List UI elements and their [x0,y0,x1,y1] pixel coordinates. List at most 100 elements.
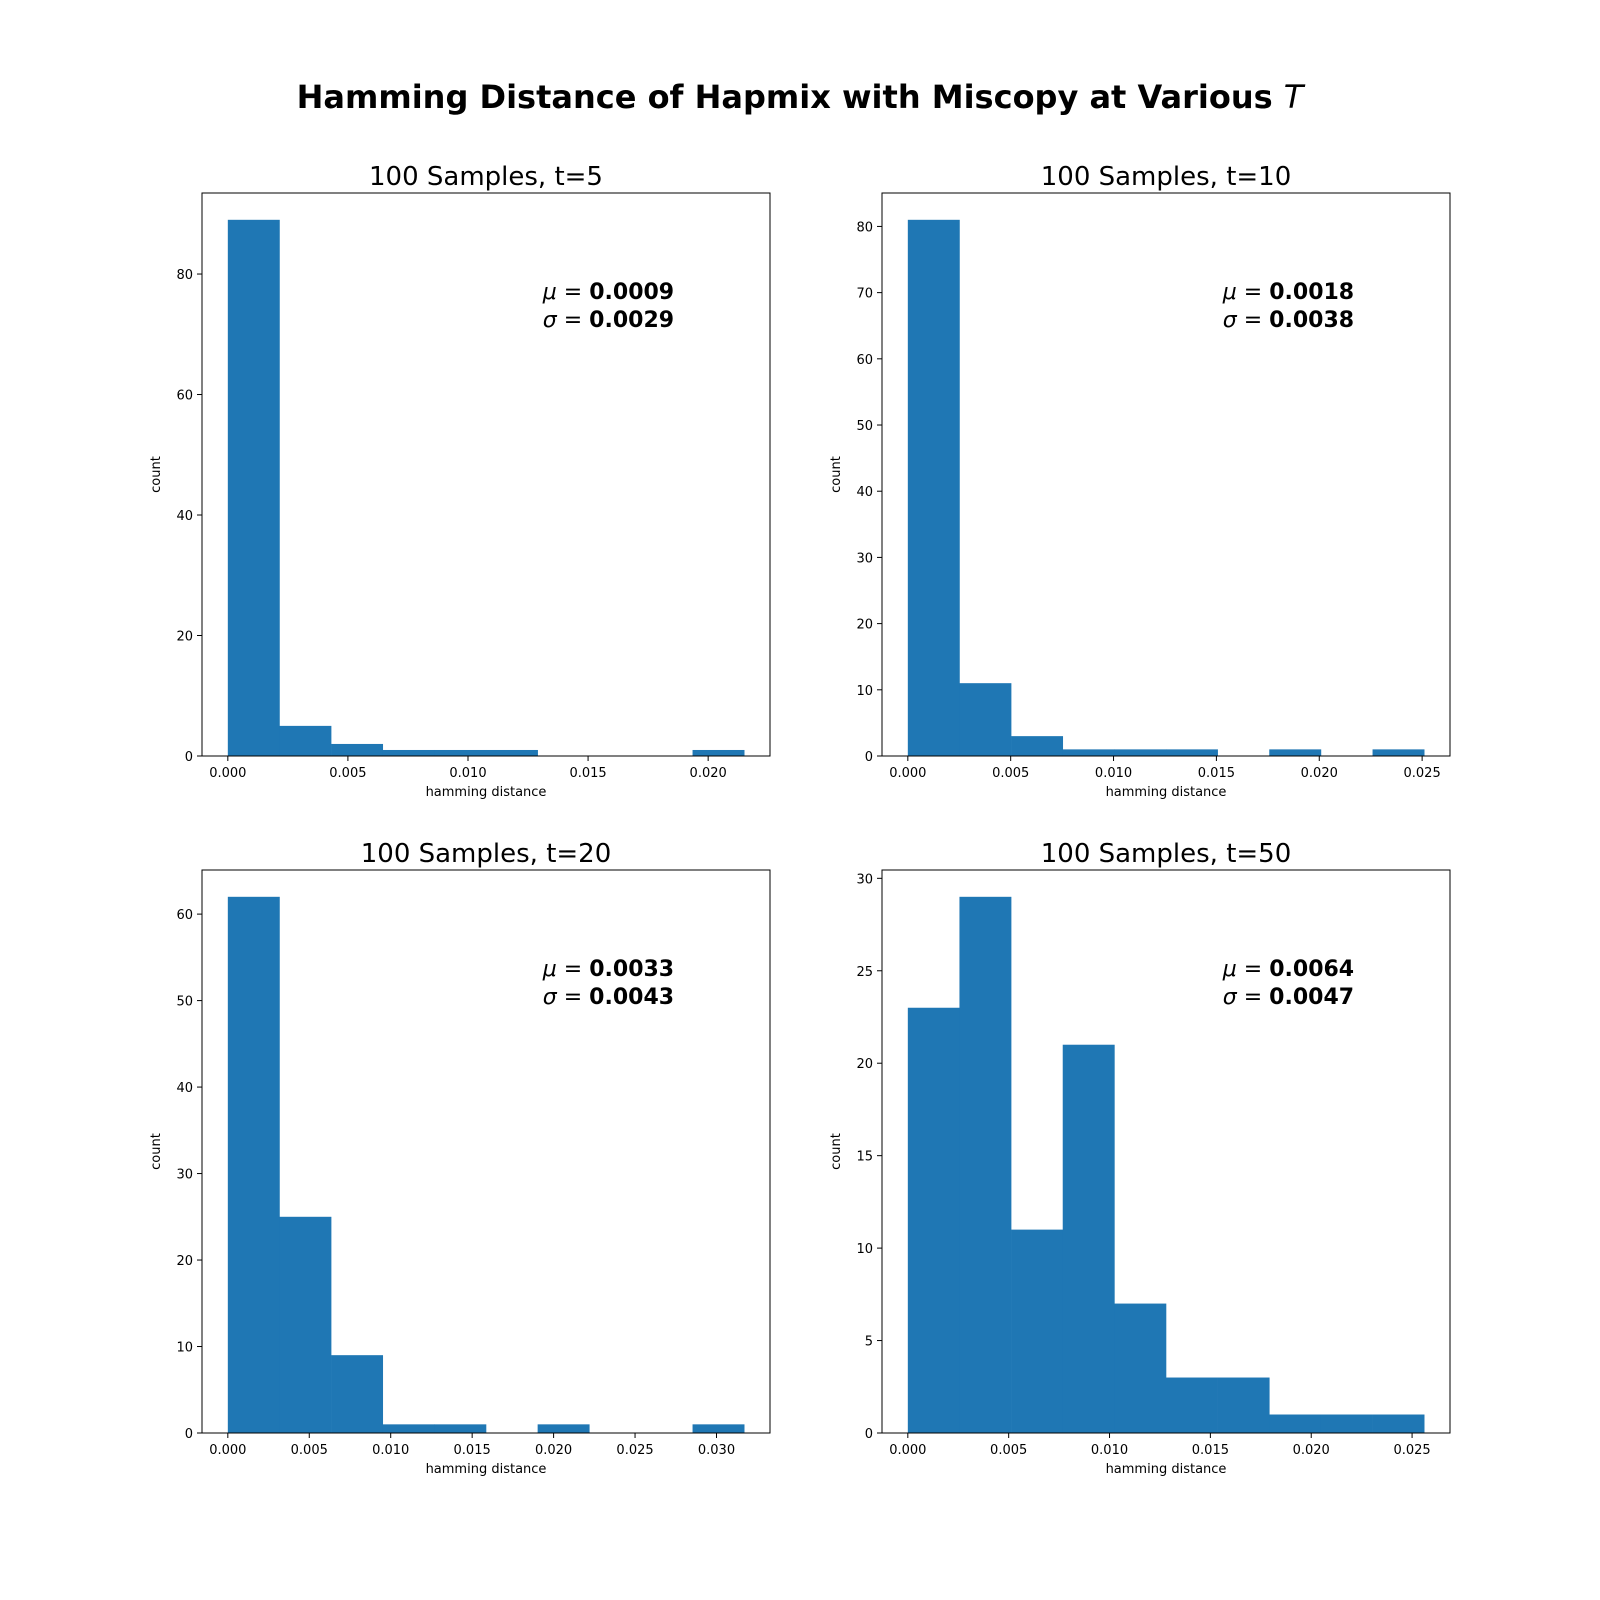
histogram-bar [331,743,384,756]
subplot-grid: 0.000 0.005 0.010 0.015 0.020 0 20 40 60 80 hammin… [149,162,1451,1477]
stat-equals: = [557,957,589,982]
histogram-bar [1166,749,1218,756]
mean-annotation: μ = 0.0064 [1222,957,1354,982]
x-tick-label: 0.005 [992,766,1029,781]
y-tick-label: 20 [856,1057,873,1072]
mean-annotation: μ = 0.0018 [1222,280,1354,305]
y-tick-label: 0 [185,1427,193,1442]
stat-equals: = [557,280,589,305]
stat-value: 0.0047 [1269,985,1354,1010]
y-tick-label: 10 [856,684,873,699]
x-tick-label: 0.000 [889,766,926,781]
histogram-bar [434,749,487,756]
histogram-bar [959,683,1012,756]
stat-symbol: μ [542,280,557,305]
x-tick-label: 0.015 [1198,766,1235,781]
x-tick-label: 0.015 [569,766,606,781]
histogram-bar [382,1424,435,1433]
figure-title: Hamming Distance of Hapmix with Miscopy … [297,78,1306,116]
x-tick-label: 0.030 [698,1443,735,1458]
y-tick-label: 15 [856,1150,873,1165]
y-tick-label: 10 [176,1341,193,1356]
y-tick-label: 0 [865,1427,873,1442]
histogram-bar [907,219,960,756]
histogram-bar [1011,736,1064,756]
histogram-bar [1114,1303,1167,1433]
std-annotation: σ = 0.0038 [1223,308,1354,333]
x-axis-label: hamming distance [1106,785,1227,800]
x-tick-label: 0.000 [209,1443,246,1458]
y-axis-label: count [149,1133,164,1170]
subplot-title: 100 Samples, t=20 [361,839,612,869]
y-tick-label: 20 [176,630,193,645]
x-tick-label: 0.005 [329,766,366,781]
stat-value: 0.0043 [589,985,674,1010]
y-tick-label: 60 [856,353,873,368]
subplot-4: 0.000 0.005 0.010 0.015 0.020 0.025 0 5 10 15 20 25… [829,839,1451,1477]
stat-value: 0.0018 [1269,280,1354,305]
stat-equals: = [1237,957,1269,982]
stat-symbol: μ [1222,280,1237,305]
histogram-bar [279,1216,332,1433]
stat-equals: = [1237,308,1269,333]
histogram-bar [1269,749,1322,756]
y-tick-label: 70 [856,287,873,302]
stat-equals: = [557,308,589,333]
histogram-bar [331,1355,384,1433]
x-tick-label: 0.010 [1095,766,1132,781]
histogram-bar [1166,1377,1218,1433]
y-tick-label: 30 [856,872,873,887]
stat-equals: = [1237,280,1269,305]
mean-annotation: μ = 0.0009 [542,280,674,305]
mean-annotation: μ = 0.0033 [542,957,674,982]
histogram-bar [537,1424,590,1433]
stat-symbol: μ [542,957,557,982]
y-tick-label: 80 [856,220,873,235]
x-tick-label: 0.005 [990,1443,1027,1458]
x-tick-label: 0.025 [616,1443,653,1458]
histogram-bar [1114,749,1167,756]
subplot-2: 0.000 0.005 0.010 0.015 0.020 0.025 0 10 20 30 40 5… [829,162,1451,800]
y-tick-label: 60 [176,389,193,404]
y-tick-label: 20 [176,1254,193,1269]
y-tick-label: 40 [856,485,873,500]
subplot-title: 100 Samples, t=50 [1041,839,1292,869]
histogram-bar [279,725,332,756]
histogram-bar [1320,1414,1373,1433]
stat-symbol: σ [543,985,558,1010]
x-tick-label: 0.020 [690,766,727,781]
x-tick-label: 0.025 [1404,766,1441,781]
x-tick-label: 0.025 [1393,1443,1430,1458]
std-annotation: σ = 0.0029 [543,308,674,333]
y-tick-label: 80 [176,268,193,283]
histogram-bar [1372,1414,1425,1433]
axes-frame [881,869,1451,1434]
x-tick-label: 0.020 [1301,766,1338,781]
stat-value: 0.0033 [589,957,674,982]
std-annotation: σ = 0.0047 [1223,985,1354,1010]
histogram-bar [1011,1229,1064,1433]
stat-value: 0.0009 [589,280,674,305]
histogram-bar [1062,1044,1115,1433]
histogram-bar [1217,1377,1270,1433]
x-tick-label: 0.005 [291,1443,328,1458]
y-tick-label: 40 [176,509,193,524]
histogram-bar [486,749,538,756]
axes-frame [201,192,771,757]
stat-value: 0.0029 [589,308,674,333]
x-tick-label: 0.000 [209,766,246,781]
y-tick-label: 60 [176,908,193,923]
y-tick-label: 30 [176,1168,193,1183]
y-tick-label: 0 [865,750,873,765]
y-axis-label: count [149,456,164,493]
x-tick-label: 0.020 [535,1443,572,1458]
stat-value: 0.0064 [1269,957,1354,982]
histogram-bar [227,219,280,756]
x-tick-label: 0.015 [1192,1443,1229,1458]
histogram-bar [1062,749,1115,756]
stat-equals: = [1237,985,1269,1010]
subplot-title: 100 Samples, t=5 [369,162,603,192]
subplot-1: 0.000 0.005 0.010 0.015 0.020 0 20 40 60 80 hammin… [149,162,771,800]
y-tick-label: 40 [176,1081,193,1096]
